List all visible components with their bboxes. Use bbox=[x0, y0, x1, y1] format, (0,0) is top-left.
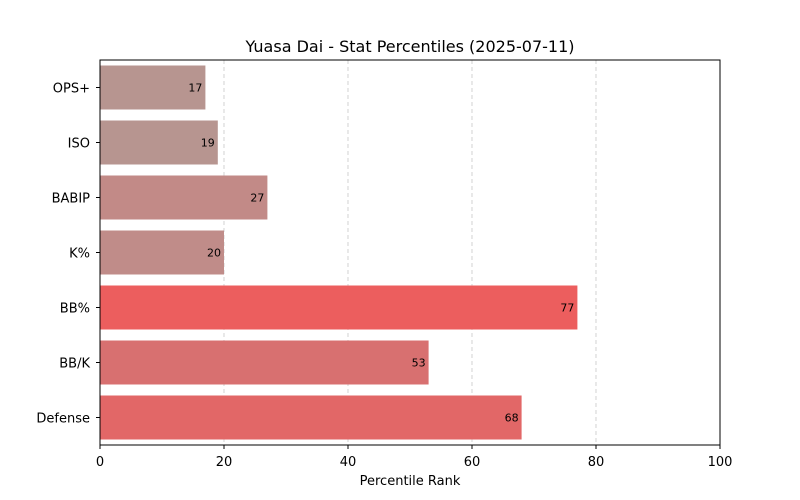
bar-value-label: 27 bbox=[250, 192, 264, 205]
chart-title: Yuasa Dai - Stat Percentiles (2025-07-11… bbox=[244, 37, 574, 56]
bar-value-label: 20 bbox=[207, 247, 221, 260]
bar-babip bbox=[100, 175, 268, 220]
y-tick-label: K% bbox=[69, 247, 90, 262]
bar-ops bbox=[100, 65, 206, 110]
bar-value-label: 53 bbox=[412, 357, 426, 370]
bar-iso bbox=[100, 120, 218, 165]
bar-value-label: 77 bbox=[560, 302, 574, 315]
bar-bb-k bbox=[100, 340, 429, 385]
y-tick-label: OPS+ bbox=[53, 82, 90, 97]
bars-layer: 17 19 27 20 77 53 68 bbox=[100, 65, 578, 440]
x-tick-label: 40 bbox=[340, 455, 357, 470]
bar-value-label: 17 bbox=[188, 82, 202, 95]
x-tick-label: 0 bbox=[96, 455, 104, 470]
y-tick-label: Defense bbox=[36, 412, 90, 427]
y-tick-label: ISO bbox=[68, 137, 90, 152]
x-tick-label: 100 bbox=[708, 455, 733, 470]
y-tick-label: BB/K bbox=[59, 357, 90, 372]
axis-layer: OPS+ ISO BABIP K% BB% BB/K Defense 0 20 40 60 80 100 bbox=[36, 82, 732, 471]
y-tick-label: BB% bbox=[60, 302, 90, 317]
bar-defense bbox=[100, 395, 522, 440]
bar-value-label: 19 bbox=[201, 137, 215, 150]
x-axis-label: Percentile Rank bbox=[360, 474, 461, 489]
x-tick-label: 60 bbox=[464, 455, 481, 470]
x-tick-label: 80 bbox=[588, 455, 605, 470]
bar-k bbox=[100, 230, 224, 275]
y-tick-label: BABIP bbox=[52, 192, 91, 207]
x-tick-label: 20 bbox=[216, 455, 233, 470]
bar-bb bbox=[100, 285, 578, 330]
bar-value-label: 68 bbox=[505, 412, 519, 425]
